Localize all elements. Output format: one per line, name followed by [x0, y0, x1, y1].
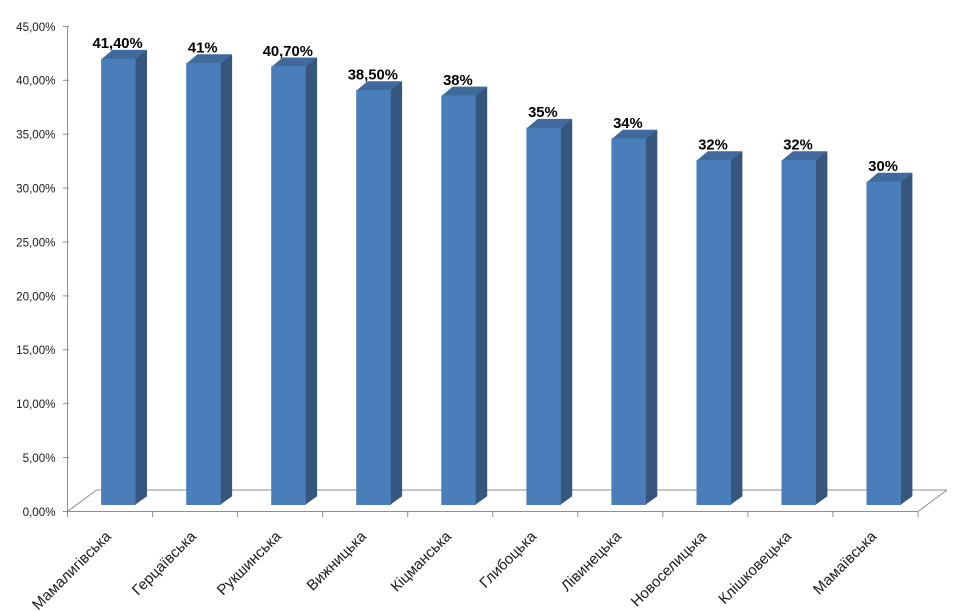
svg-text:15,00%: 15,00%	[16, 344, 55, 357]
svg-text:30%: 30%	[868, 159, 898, 175]
svg-text:41,40%: 41,40%	[93, 36, 143, 52]
svg-text:Кіцманська: Кіцманська	[388, 528, 456, 596]
svg-text:25,00%: 25,00%	[16, 236, 55, 249]
svg-text:35,00%: 35,00%	[16, 129, 55, 142]
svg-text:40,00%: 40,00%	[16, 75, 55, 88]
svg-text:Лівинецька: Лівинецька	[558, 528, 625, 595]
svg-text:38%: 38%	[443, 73, 473, 89]
svg-text:30,00%: 30,00%	[16, 183, 55, 196]
svg-text:Герцаївська: Герцаївська	[129, 528, 200, 599]
svg-text:Вижницька: Вижницька	[304, 528, 371, 595]
svg-text:Новоселицька: Новоселицька	[628, 528, 711, 611]
svg-text:Рукшинська: Рукшинська	[214, 528, 285, 599]
svg-text:20,00%: 20,00%	[16, 290, 55, 303]
svg-text:10,00%: 10,00%	[16, 398, 55, 411]
svg-text:Мамалигівська: Мамалигівська	[29, 528, 115, 611]
svg-text:0,00%: 0,00%	[23, 506, 56, 519]
svg-text:35%: 35%	[528, 105, 558, 121]
svg-text:34%: 34%	[613, 116, 643, 132]
svg-text:40,70%: 40,70%	[263, 44, 313, 60]
svg-text:5,00%: 5,00%	[23, 452, 56, 465]
svg-text:32%: 32%	[783, 138, 813, 154]
svg-text:41%: 41%	[188, 41, 218, 57]
svg-text:Клішковецька: Клішковецька	[715, 528, 795, 608]
svg-text:38,50%: 38,50%	[348, 68, 398, 84]
svg-text:45,00%: 45,00%	[16, 21, 55, 34]
svg-text:32%: 32%	[698, 138, 728, 154]
svg-text:Глибоцька: Глибоцька	[476, 528, 540, 592]
svg-text:Мамаївська: Мамаївська	[810, 528, 881, 599]
